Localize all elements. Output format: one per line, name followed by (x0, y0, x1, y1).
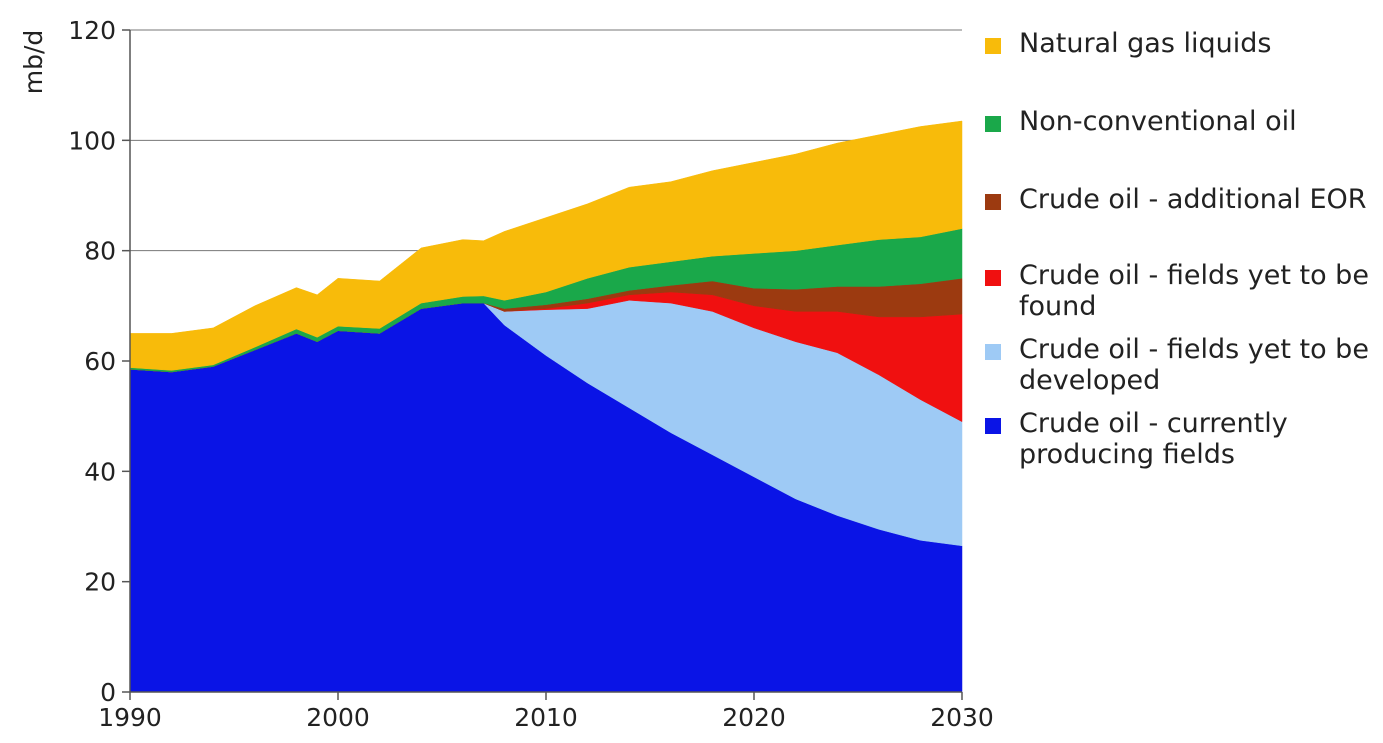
legend-item-3: Crude oil - fields yet to be found (985, 260, 1379, 322)
legend-item-5: Crude oil - currently producing fields (985, 408, 1379, 470)
y-tick-label-60: 60 (84, 347, 116, 376)
legend-swatch (985, 418, 1001, 434)
legend-label: Crude oil - fields yet to be found (1019, 260, 1369, 322)
legend-item-4: Crude oil - fields yet to be developed (985, 334, 1379, 396)
legend-item-1: Non-conventional oil (985, 106, 1379, 137)
y-tick-label-20: 20 (84, 568, 116, 597)
legend-swatch (985, 38, 1001, 54)
legend-label: Crude oil - additional EOR (1019, 184, 1367, 215)
y-tick-label-100: 100 (68, 126, 116, 155)
y-tick-label-80: 80 (84, 237, 116, 266)
legend-label: Crude oil - currently producing fields (1019, 408, 1288, 470)
y-axis-label: mb/d (19, 30, 48, 95)
x-tick-label-2020: 2020 (722, 703, 786, 732)
legend-item-2: Crude oil - additional EOR (985, 184, 1379, 215)
x-tick-labels: 1990 2000 2010 2020 2030 (98, 692, 994, 732)
x-tick-label-2010: 2010 (514, 703, 578, 732)
y-tick-label-0: 0 (100, 678, 116, 707)
y-tick-label-120: 120 (68, 16, 116, 45)
legend-label: Crude oil - fields yet to be developed (1019, 334, 1369, 396)
legend-label: Non-conventional oil (1019, 106, 1297, 137)
legend-label: Natural gas liquids (1019, 28, 1272, 59)
area-series-5 (129, 120, 963, 371)
x-tick-label-2000: 2000 (306, 703, 370, 732)
y-tick-labels: 0 20 40 60 80 100 120 (68, 16, 130, 707)
legend-swatch (985, 116, 1001, 132)
legend-swatch (985, 270, 1001, 286)
legend-item-0: Natural gas liquids (985, 28, 1379, 59)
x-tick-label-2030: 2030 (930, 703, 994, 732)
legend-swatch (985, 194, 1001, 210)
y-tick-label-40: 40 (84, 457, 116, 486)
x-tick-label-1990: 1990 (98, 703, 162, 732)
legend-swatch (985, 344, 1001, 360)
area-series-group (129, 120, 963, 693)
